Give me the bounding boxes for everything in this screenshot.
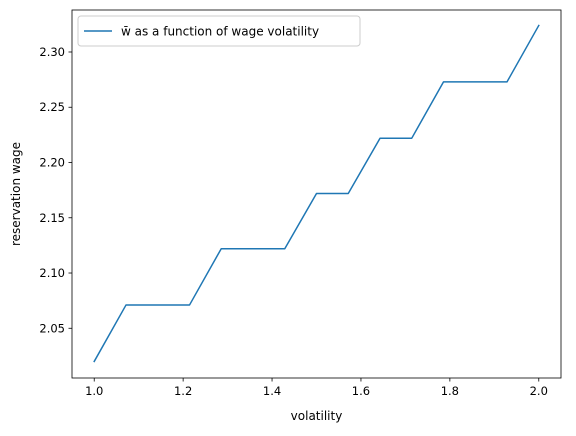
axes: 1.0 1.2 1.4 1.6 1.8 2.0 2.05 2.10 2.15 2.20 2.25 2.… [39, 9, 562, 398]
x-tick-label: 2.0 [530, 384, 548, 398]
series-line-0 [93, 24, 540, 363]
x-axis-label: volatility [291, 409, 343, 423]
y-tick-label: 2.15 [39, 211, 65, 225]
y-axis-label: reservation wage [9, 142, 23, 246]
legend-entry-label: w̄ as a function of wage volatility [121, 25, 319, 39]
x-tick-label: 1.6 [352, 384, 370, 398]
x-tick-label: 1.4 [263, 384, 281, 398]
legend: w̄ as a function of wage volatility [77, 15, 361, 47]
y-tick-label: 2.30 [39, 45, 65, 59]
x-tick-label: 1.0 [85, 384, 103, 398]
y-tick-label: 2.20 [39, 156, 65, 170]
y-tick-label: 2.05 [39, 321, 65, 335]
plot-area [93, 24, 540, 363]
x-tick-label: 1.2 [174, 384, 192, 398]
y-tick-label: 2.10 [39, 266, 65, 280]
x-tick-label: 1.8 [441, 384, 459, 398]
axes-frame [71, 9, 562, 379]
legend-frame [77, 15, 361, 47]
y-tick-label: 2.25 [39, 100, 65, 114]
